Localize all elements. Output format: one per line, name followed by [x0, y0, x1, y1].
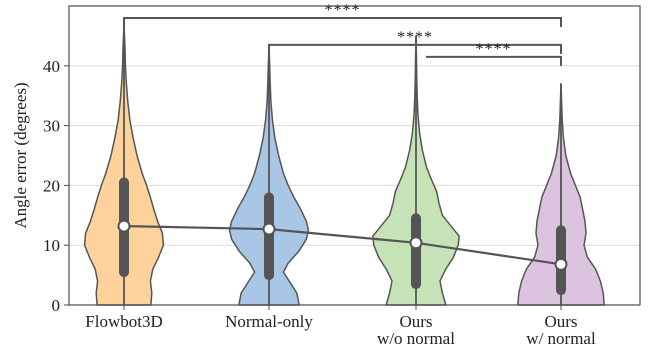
plot-frame — [68, 5, 641, 306]
median-point — [554, 257, 568, 271]
y-tick-label: 20 — [43, 176, 60, 195]
x-tick-label: Ours — [544, 312, 577, 331]
y-axis-label: Angle error (degrees) — [11, 82, 30, 228]
median-point — [409, 236, 423, 250]
significance-label: **** — [476, 41, 512, 58]
box-layer — [119, 23, 566, 305]
x-tick-label: Ours — [399, 312, 432, 331]
significance-bracket — [123, 16, 562, 27]
median-point — [117, 219, 131, 233]
x-tick-label: Normal-only — [225, 312, 313, 331]
significance-layer: **** **** **** — [123, 2, 562, 66]
y-tick-label: 40 — [43, 57, 60, 76]
significance-bracket — [426, 55, 562, 66]
x-tick-label: w/o normal — [377, 329, 455, 348]
significance-label: **** — [325, 2, 361, 19]
median-point — [262, 222, 276, 236]
median-line-layer — [117, 219, 568, 271]
y-tick-label: 30 — [43, 117, 60, 136]
x-tick-label: Flowbot3D — [85, 312, 162, 331]
significance-label: **** — [397, 29, 433, 46]
median-connector-line — [123, 225, 562, 266]
y-tick-label: 10 — [43, 236, 60, 255]
x-tick-label: w/ normal — [526, 329, 596, 348]
significance-bracket — [268, 43, 562, 54]
y-tick-label: 0 — [52, 296, 61, 315]
